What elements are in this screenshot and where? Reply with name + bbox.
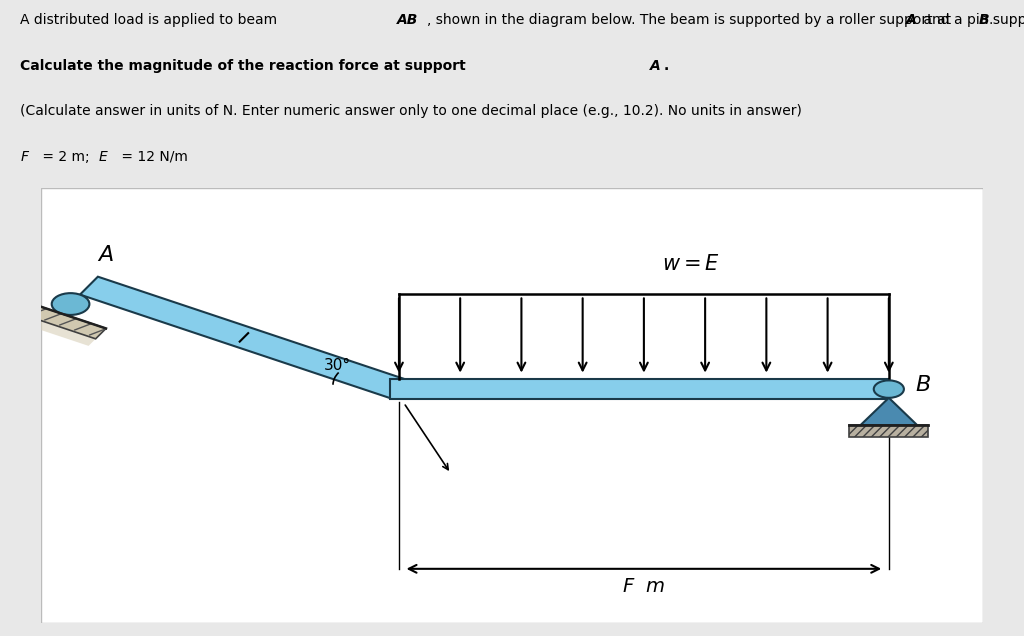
Text: AB: AB xyxy=(396,13,418,27)
Polygon shape xyxy=(860,398,918,425)
Text: (Calculate answer in units of N. Enter numeric answer only to one decimal place : (Calculate answer in units of N. Enter n… xyxy=(20,104,802,118)
Text: , shown in the diagram below. The beam is supported by a roller support at: , shown in the diagram below. The beam i… xyxy=(427,13,955,27)
Text: Calculate the magnitude of the reaction force at support: Calculate the magnitude of the reaction … xyxy=(20,59,471,73)
Text: A distributed load is applied to beam: A distributed load is applied to beam xyxy=(20,13,282,27)
FancyBboxPatch shape xyxy=(41,188,983,623)
Polygon shape xyxy=(0,309,95,346)
Text: A: A xyxy=(906,13,918,27)
Text: 30°: 30° xyxy=(324,358,350,373)
Text: E: E xyxy=(98,150,108,164)
Circle shape xyxy=(51,293,89,315)
Text: $w = E$: $w = E$ xyxy=(663,254,720,273)
Text: A: A xyxy=(649,59,660,73)
Text: B: B xyxy=(979,13,989,27)
Text: .: . xyxy=(664,59,669,73)
Text: B: B xyxy=(915,375,931,395)
Text: $F$  m: $F$ m xyxy=(623,577,666,596)
Text: A: A xyxy=(98,245,114,265)
Text: = 12 N/m: = 12 N/m xyxy=(117,150,187,164)
Text: F: F xyxy=(20,150,29,164)
Polygon shape xyxy=(80,277,408,398)
Circle shape xyxy=(873,380,904,398)
Polygon shape xyxy=(6,298,106,339)
Polygon shape xyxy=(389,379,889,399)
Text: = 2 m;: = 2 m; xyxy=(38,150,94,164)
Text: and a pin support at: and a pin support at xyxy=(920,13,1024,27)
Text: .: . xyxy=(989,13,993,27)
Polygon shape xyxy=(849,425,929,437)
